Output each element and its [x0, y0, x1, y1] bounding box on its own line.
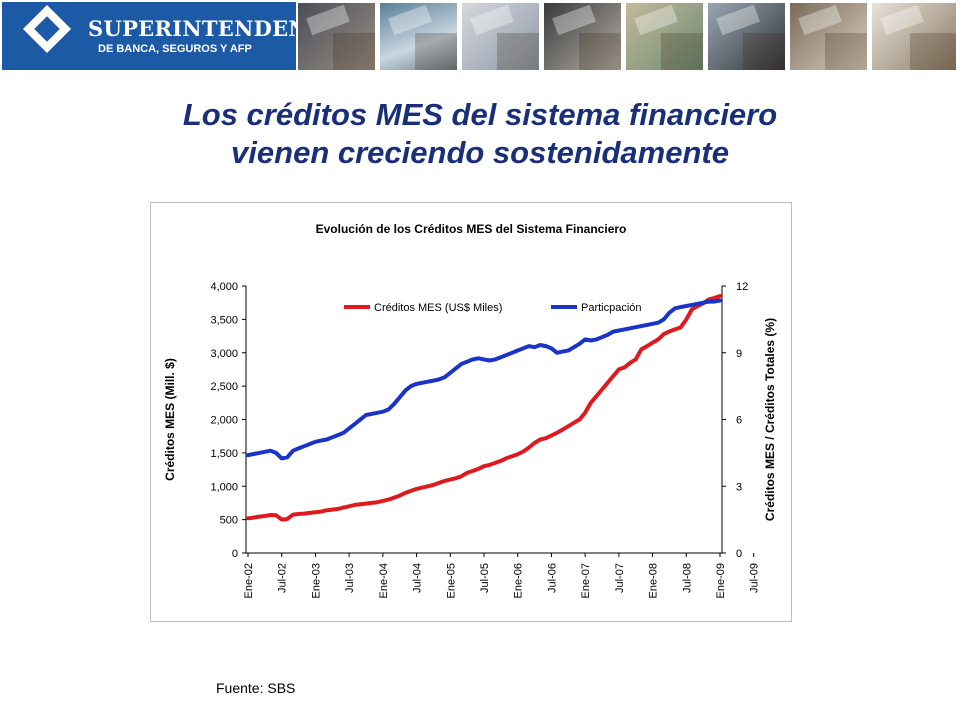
x-tick-label: Ene-07: [580, 563, 592, 598]
banner-photo-handshake: [790, 3, 867, 70]
banner-photo-money: [626, 3, 703, 70]
x-tick-label: Ene-04: [378, 563, 390, 598]
x-tick-label: Ene-03: [310, 563, 322, 598]
x-tick-label: Ene-05: [445, 563, 457, 598]
left-tick-label: 3,000: [210, 348, 238, 360]
x-tick-label: Jul-05: [479, 563, 491, 593]
x-tick-label: Jul-04: [412, 563, 424, 593]
x-tick-label: Jul-08: [681, 563, 693, 593]
x-tick-label: Jul-07: [614, 563, 626, 593]
left-tick-label: 2,000: [210, 415, 238, 427]
line-chart: Evolución de los Créditos MES del Sistem…: [163, 222, 777, 598]
x-tick-label: Jul-03: [344, 563, 356, 593]
left-tick-label: 500: [220, 515, 238, 527]
brand-subtitle: DE BANCA, SEGUROS Y AFP: [98, 43, 252, 55]
x-tick-label: Ene-06: [513, 563, 525, 598]
right-tick-label: 6: [736, 415, 742, 427]
banner-photo-terminal: [708, 3, 785, 70]
left-tick-label: 1,500: [210, 448, 238, 460]
x-tick-label: Jul-02: [277, 563, 289, 593]
legend-label-2: Particpación: [581, 302, 642, 314]
slide-title-line2: vienen creciendo sostenidamente: [231, 135, 729, 170]
x-tick-label: Ene-08: [648, 563, 660, 598]
right-tick-label: 12: [736, 281, 748, 293]
header-banner: SUPERINTENDENCIA DE BANCA, SEGUROS Y AFP: [0, 0, 960, 72]
right-tick-label: 3: [736, 481, 742, 493]
left-tick-label: 4,000: [210, 281, 238, 293]
source-note: Fuente: SBS: [216, 680, 296, 696]
x-tick-label: Ene-09: [715, 563, 727, 598]
slide-title-line1: Los créditos MES del sistema financiero: [182, 97, 778, 132]
right-tick-label: 9: [736, 348, 742, 360]
banner-photo-card: [298, 3, 375, 70]
left-tick-label: 2,500: [210, 381, 238, 393]
banner-photo-building: [380, 3, 457, 70]
diamond-logo-icon: [22, 4, 72, 54]
slide-title: Los créditos MES del sistema financiero …: [0, 96, 960, 172]
chart-frame: Evolución de los Créditos MES del Sistem…: [150, 202, 792, 622]
banner-photo-calculator: [544, 3, 621, 70]
chart-title: Evolución de los Créditos MES del Sistem…: [316, 222, 627, 236]
left-tick-label: 0: [232, 548, 238, 560]
right-axis-title: Créditos MES / Créditos Totales (%): [763, 318, 777, 521]
right-tick-label: 0: [736, 548, 742, 560]
series-line-1: [246, 294, 722, 522]
banner-photo-keyboard: [462, 3, 539, 70]
left-tick-label: 1,000: [210, 481, 238, 493]
left-axis-title: Créditos MES (Mill. $): [163, 358, 177, 481]
brand-logo[interactable]: SUPERINTENDENCIA DE BANCA, SEGUROS Y AFP: [2, 2, 351, 70]
left-tick-label: 3,500: [210, 314, 238, 326]
x-tick-label: Jul-09: [749, 563, 761, 593]
banner-photo-signing: [872, 3, 956, 70]
x-tick-label: Ene-02: [243, 563, 255, 598]
series-line-2: [246, 298, 722, 461]
x-tick-label: Jul-06: [546, 563, 558, 593]
legend-label-1: Créditos MES (US$ Miles): [374, 302, 502, 314]
